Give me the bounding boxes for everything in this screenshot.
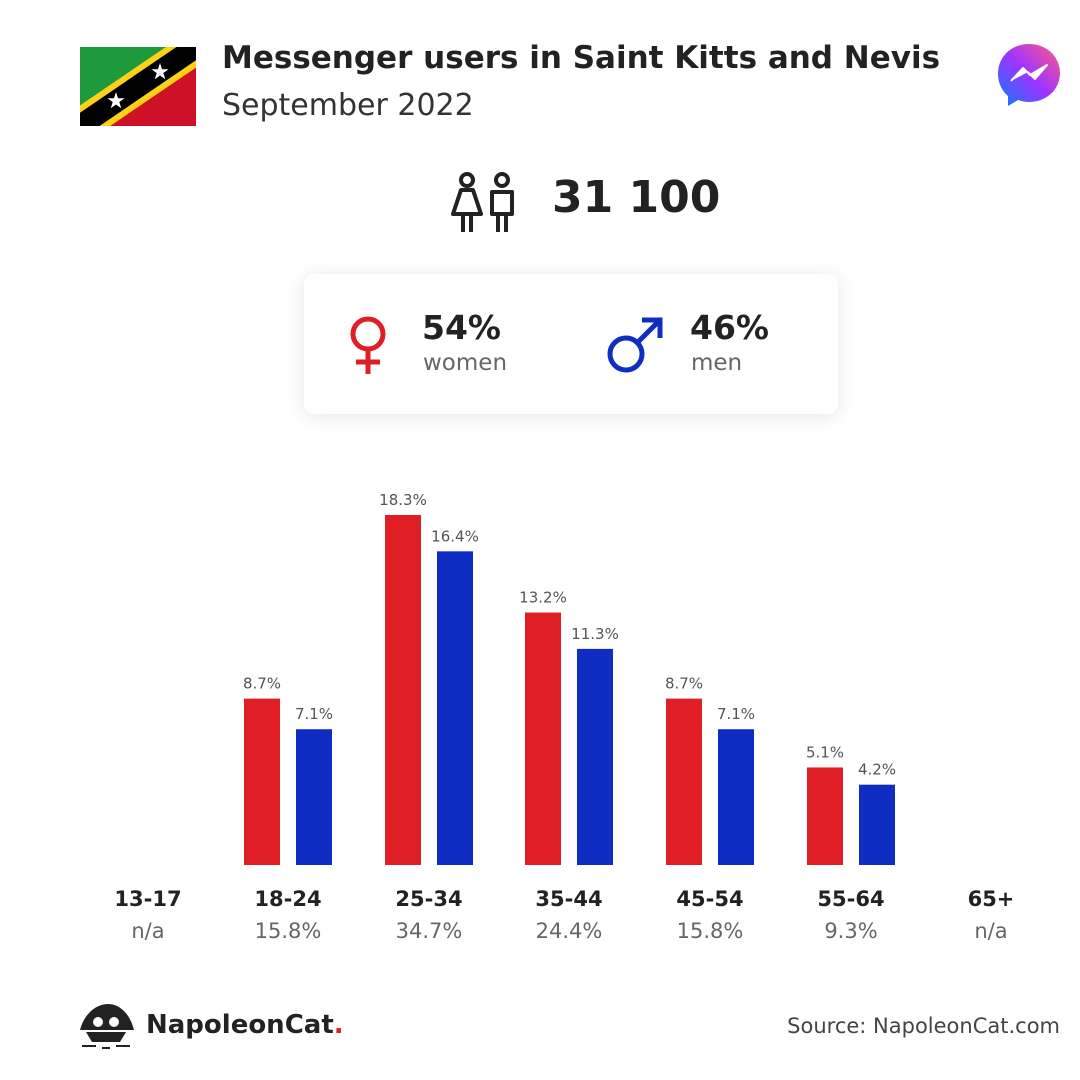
age-group-total: 34.7% [396,919,463,943]
women-label: women [423,350,508,376]
source-text: Source: NapoleonCat.com [787,1014,1060,1038]
men-bar [437,551,473,865]
women-bar [807,767,843,865]
napoleoncat-brand: NapoleonCat. [146,1010,344,1040]
brand-dot: . [333,1010,344,1040]
men-label: men [691,350,743,376]
men-bar [296,729,332,865]
age-group-label: 65+ [968,887,1015,911]
men-value-label: 11.3% [571,625,619,643]
age-group-label: 13-17 [114,887,181,911]
men-percentage: 46% [690,308,769,347]
men-bar [718,729,754,865]
age-group-label: 25-34 [395,887,462,911]
saint-kitts-and-nevis-flag [80,47,196,126]
age-group-label: 18-24 [254,887,321,911]
age-group-total: 15.8% [677,919,744,943]
female-symbol-icon [350,316,386,374]
age-group-total: 9.3% [824,919,877,943]
napoleoncat-logo-icon [80,1004,134,1049]
men-value-label: 7.1% [295,705,333,723]
age-group-total: 24.4% [536,919,603,943]
women-bar [666,698,702,865]
women-value-label: 18.3% [379,491,427,509]
gender-card: 54% women 46% men [304,274,838,414]
women-value-label: 8.7% [243,675,281,693]
men-value-label: 16.4% [431,527,479,545]
messenger-icon [998,44,1060,106]
women-bar [385,515,421,865]
age-group-label: 55-64 [817,887,884,911]
brand-name: NapoleonCat [146,1010,334,1040]
women-value-label: 8.7% [665,675,703,693]
men-bar [859,784,895,865]
men-value-label: 4.2% [858,761,896,779]
age-group-label: 35-44 [535,887,602,911]
men-bar [577,648,613,865]
women-bar [525,612,561,865]
male-symbol-icon [607,317,663,373]
age-group-total: n/a [974,919,1007,943]
age-distribution-chart: 13-17 n/a 8.7% 7.1% 18-24 15.8% 18.3%16.4% 25-3… [114,491,1015,943]
women-bar [244,698,280,865]
total-users: 31 100 [552,172,721,223]
users-icon [451,172,514,232]
age-group-total: 15.8% [255,919,322,943]
page-subtitle: September 2022 [222,88,474,123]
women-value-label: 5.1% [806,743,844,761]
men-value-label: 7.1% [717,705,755,723]
age-group-total: n/a [131,919,164,943]
page-title: Messenger users in Saint Kitts and Nevis [222,40,941,76]
women-percentage: 54% [422,308,501,347]
age-group-label: 45-54 [676,887,743,911]
women-value-label: 13.2% [519,589,567,607]
